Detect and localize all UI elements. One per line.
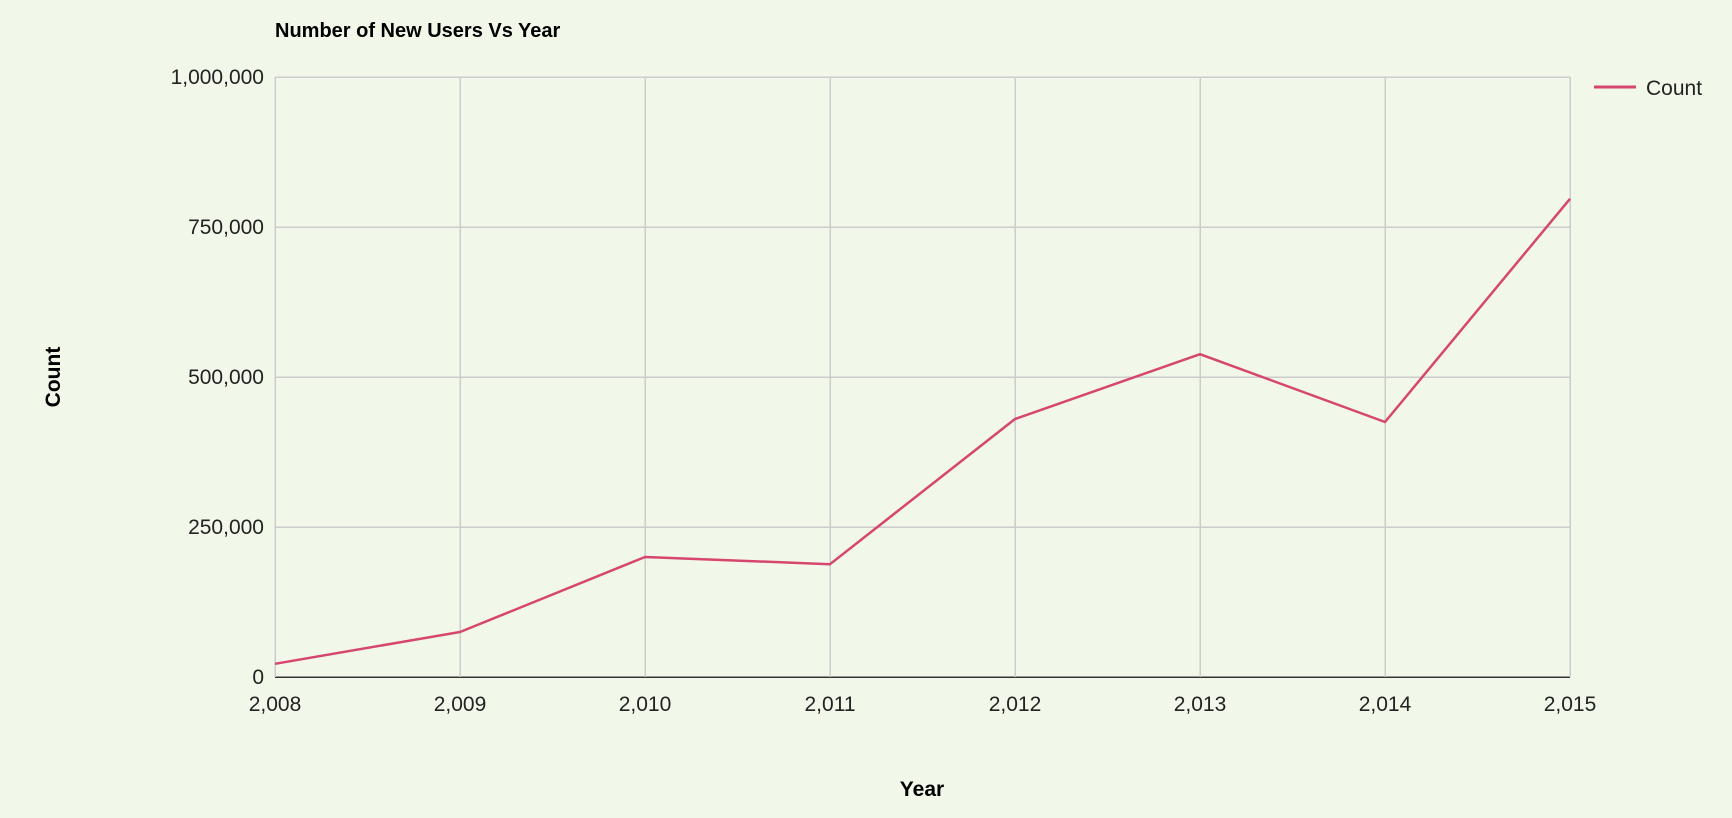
y-tick-label: 0: [252, 666, 264, 689]
legend: Count: [1594, 77, 1702, 100]
y-tick-label: 500,000: [188, 366, 264, 389]
legend-label-count: Count: [1646, 77, 1702, 100]
y-tick-label: 250,000: [188, 516, 264, 539]
grid: [274, 76, 1571, 678]
y-tick-label: 1,000,000: [171, 66, 264, 89]
x-axis-ticks: 2,008 2,009 2,010 2,011 2,012 2,013 2,014 2,015: [249, 693, 1597, 716]
x-tick-label: 2,013: [1174, 693, 1227, 716]
series-line-count: [274, 198, 1571, 666]
y-tick-label: 750,000: [188, 216, 264, 239]
x-tick-label: 2,008: [249, 693, 302, 716]
y-axis-title: Count: [42, 347, 65, 408]
x-tick-label: 2,015: [1544, 693, 1597, 716]
x-axis-title: Year: [900, 778, 944, 801]
x-tick-label: 2,012: [989, 693, 1042, 716]
y-axis-ticks: 0 250,000 500,000 750,000 1,000,000: [171, 66, 264, 689]
x-tick-label: 2,009: [434, 693, 487, 716]
x-tick-label: 2,014: [1359, 693, 1412, 716]
x-tick-label: 2,011: [805, 693, 856, 716]
series-layer: [274, 198, 1571, 666]
chart-title: Number of New Users Vs Year: [275, 20, 561, 42]
x-tick-label: 2,010: [619, 693, 672, 716]
